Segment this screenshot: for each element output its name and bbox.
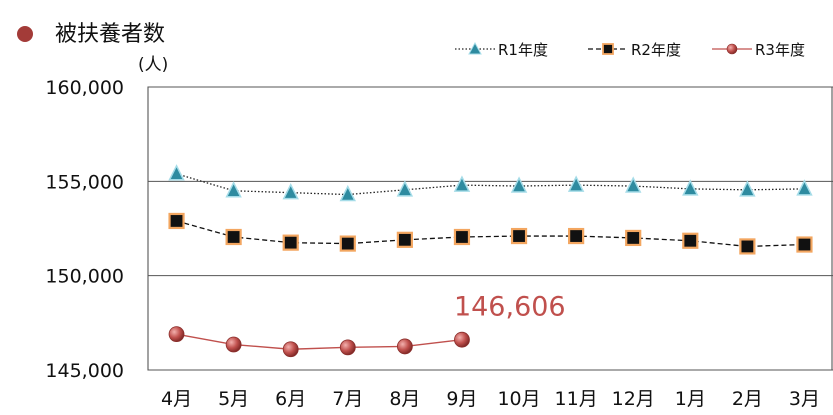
chart-title: 被扶養者数 <box>55 22 165 47</box>
series-1-point-6 <box>453 175 471 192</box>
y-tick-label-150000: 150,000 <box>45 266 124 288</box>
x-tick-label-12: 3月 <box>789 388 820 410</box>
x-tick-label-5: 8月 <box>389 388 420 410</box>
legend-label-2: R2年度 <box>631 41 681 59</box>
series-line-3 <box>176 333 463 350</box>
x-axis-ticks: 4月 5月 6月 7月 8月 9月 10月 11月 12月 1月 2月 3月 <box>161 388 820 410</box>
series-line-2 <box>176 220 805 248</box>
series-2-point-9 <box>625 229 642 247</box>
x-tick-label-1: 4月 <box>161 388 192 410</box>
series-1-point-2 <box>225 181 242 198</box>
series-2-point-6 <box>453 228 471 246</box>
legend-marker-2 <box>602 43 614 55</box>
series-2-point-10 <box>682 232 699 249</box>
y-axis-unit-label: (人) <box>138 55 168 75</box>
plot-area <box>147 86 833 371</box>
series-1-point-4 <box>339 184 357 202</box>
series-1-point-7 <box>510 176 528 193</box>
legend: R1年度 R2年度 R3年度 <box>455 41 805 59</box>
x-tick-label-9: 12月 <box>612 388 655 410</box>
annotation-layer: 146,606 <box>454 292 566 323</box>
x-tick-label-3: 6月 <box>275 388 306 410</box>
series-1-point-3 <box>282 182 299 200</box>
legend-label-1: R1年度 <box>498 41 548 59</box>
series-3-point-5 <box>396 338 413 355</box>
series-2-point-4 <box>339 235 356 252</box>
legend-item-3: R3年度 <box>712 41 805 59</box>
grid-lines <box>148 86 833 371</box>
series-2-point-5 <box>396 231 413 248</box>
legend-item-1: R1年度 <box>455 41 548 59</box>
legend-label-3: R3年度 <box>755 41 805 59</box>
series-3-point-3 <box>282 341 299 358</box>
series-2-point-8 <box>568 227 585 245</box>
x-tick-label-6: 9月 <box>446 388 477 410</box>
series-3-point-4 <box>339 339 356 356</box>
title-bullet-icon <box>17 26 33 42</box>
series-3 <box>168 326 470 358</box>
series-2-point-7 <box>510 227 528 245</box>
series-layer <box>168 164 813 358</box>
series-2-point-2 <box>225 228 242 246</box>
x-tick-label-11: 2月 <box>732 388 763 410</box>
series-1-point-10 <box>682 179 699 196</box>
series-3-point-2 <box>225 336 242 353</box>
series-1-point-8 <box>567 175 585 192</box>
x-tick-label-4: 7月 <box>332 388 363 410</box>
series-1 <box>168 164 813 202</box>
series-3-point-6 <box>454 331 470 348</box>
y-axis-ticks: 145,000 150,000 155,000 160,000 <box>45 77 124 382</box>
data-label-1: 146,606 <box>454 292 566 323</box>
legend-marker-3 <box>726 43 738 55</box>
x-tick-label-2: 5月 <box>218 388 249 410</box>
series-2-point-11 <box>739 238 756 255</box>
x-tick-label-8: 11月 <box>555 388 598 410</box>
legend-item-2: R2年度 <box>588 41 681 59</box>
series-2 <box>168 212 813 255</box>
series-2-point-3 <box>282 234 299 251</box>
y-tick-label-145000: 145,000 <box>45 360 124 382</box>
x-tick-label-10: 1月 <box>675 388 706 410</box>
y-tick-label-160000: 160,000 <box>45 77 124 99</box>
series-line-1 <box>176 173 805 196</box>
y-tick-label-155000: 155,000 <box>45 171 124 193</box>
series-3-point-1 <box>168 326 185 343</box>
legend-marker-1 <box>468 41 482 55</box>
series-2-point-12 <box>796 236 813 253</box>
series-1-point-9 <box>624 176 642 193</box>
series-1-point-11 <box>739 180 756 197</box>
series-1-point-1 <box>168 164 185 181</box>
x-tick-label-7: 10月 <box>497 388 540 410</box>
series-1-point-12 <box>796 179 813 196</box>
series-2-point-1 <box>168 212 185 230</box>
series-1-point-5 <box>396 180 414 197</box>
